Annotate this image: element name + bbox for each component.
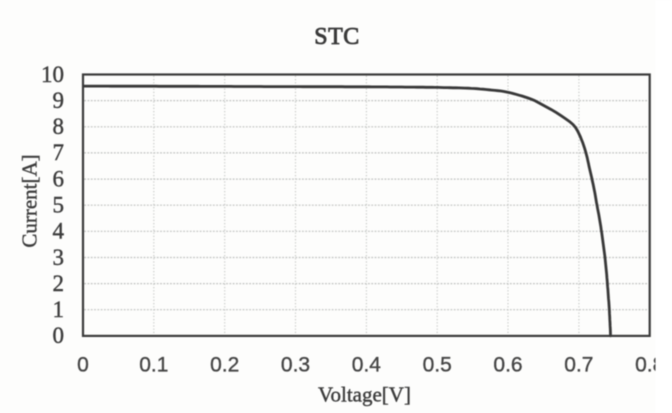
svg-text:0.1: 0.1: [139, 354, 168, 377]
svg-text:6: 6: [53, 166, 65, 191]
svg-text:9: 9: [53, 88, 65, 113]
svg-text:7: 7: [53, 140, 65, 165]
svg-text:0.4: 0.4: [352, 354, 382, 377]
svg-text:4: 4: [53, 219, 65, 244]
svg-text:5: 5: [53, 193, 65, 218]
svg-text:1: 1: [53, 297, 65, 322]
svg-text:3: 3: [53, 245, 65, 270]
svg-text:0.6: 0.6: [493, 354, 522, 377]
svg-text:0: 0: [77, 354, 89, 377]
svg-text:10: 10: [41, 62, 64, 87]
svg-text:STC: STC: [314, 24, 360, 50]
svg-text:Voltage[V]: Voltage[V]: [318, 383, 411, 407]
svg-text:0.2: 0.2: [210, 354, 239, 377]
svg-text:8: 8: [53, 114, 65, 139]
svg-text:Current[A]: Current[A]: [18, 154, 42, 247]
svg-text:0.3: 0.3: [281, 354, 310, 377]
svg-text:2: 2: [53, 271, 65, 296]
svg-text:0.7: 0.7: [564, 354, 593, 377]
svg-text:0: 0: [53, 323, 65, 348]
svg-text:0.5: 0.5: [423, 354, 452, 377]
